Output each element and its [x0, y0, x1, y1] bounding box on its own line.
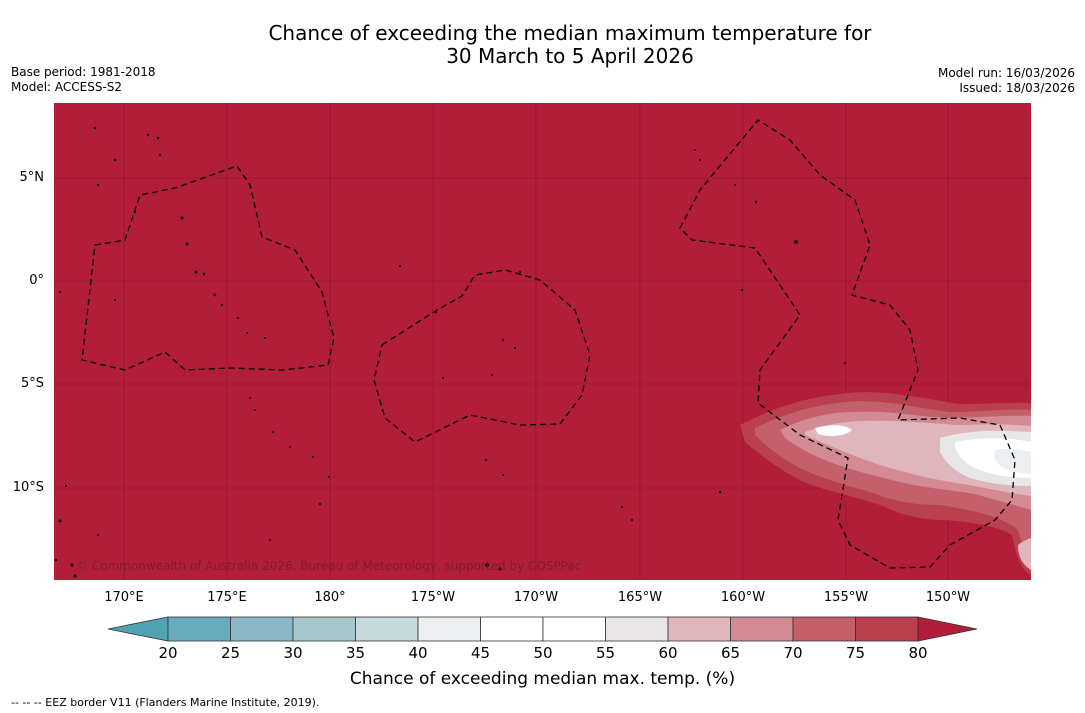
colorbar-bin-35-40 [355, 616, 419, 642]
map-title: Chance of exceeding the median maximum t… [0, 22, 1085, 68]
model-name: Model: ACCESS-S2 [11, 80, 123, 94]
colorbar-tick-30: 30 [283, 644, 303, 662]
lon-label-155w: 155°W [823, 590, 869, 605]
eez-legend: -- -- -- EEZ border V11 (Flanders Marine… [11, 696, 320, 709]
lon-label-160w: 160°W [720, 590, 766, 605]
colorbar-extend-low [107, 616, 169, 642]
colorbar-bin-50-55 [542, 616, 606, 642]
colorbar-tick-55: 55 [595, 644, 616, 662]
colorbar [107, 616, 978, 642]
model-run-date: Model run: 16/03/2026 [937, 66, 1075, 80]
colorbar-tick-35: 35 [345, 644, 366, 662]
contour-small-white [815, 425, 852, 437]
eez-kiribati-gilbert [81, 165, 335, 371]
probability-contours [740, 392, 1031, 575]
lon-label-165w: 165°W [617, 590, 663, 605]
title-line-2: 30 March to 5 April 2026 [446, 44, 694, 68]
colorbar-tick-65: 65 [720, 644, 741, 662]
colorbar-bin-40-45 [417, 616, 481, 642]
run-info: Model run: 16/03/2026 Issued: 18/03/2026 [938, 66, 1075, 96]
colorbar-bin-65-70 [730, 616, 794, 642]
colorbar-tick-75: 75 [845, 644, 866, 662]
colorbar-bin-25-30 [230, 616, 294, 642]
lat-label-0: 0° [29, 273, 44, 288]
colorbar-bin-55-60 [605, 616, 669, 642]
lat-label-5n: 5°N [19, 170, 45, 185]
colorbar-tick-50: 50 [533, 644, 553, 662]
eez-borders [81, 119, 1016, 569]
colorbar-tick-20: 20 [158, 644, 178, 662]
lon-label-170e: 170°E [104, 590, 144, 605]
colorbar-tick-25: 25 [220, 644, 241, 662]
model-info: Base period: 1981-2018 Model: ACCESS-S2 [11, 65, 156, 95]
issued-date: Issued: 18/03/2026 [959, 81, 1075, 95]
islands [54, 126, 846, 578]
lon-label-175w: 175°W [410, 590, 456, 605]
eez-kiribati-line [679, 119, 1016, 569]
lon-label-180: 180° [314, 590, 346, 605]
lon-label-175e: 175°E [207, 590, 247, 605]
copyright-notice: © Commonwealth of Australia 2026, Bureau… [76, 559, 582, 573]
colorbar-extend-high [917, 616, 978, 642]
lon-label-150w: 150°W [925, 590, 971, 605]
lat-label-5s: 5°S [20, 376, 44, 391]
lon-label-170w: 170°W [513, 590, 559, 605]
colorbar-bin-30-35 [292, 616, 356, 642]
contour-bottom-right [1018, 538, 1031, 570]
base-period: Base period: 1981-2018 [11, 65, 156, 79]
colorbar-tick-40: 40 [408, 644, 428, 662]
colorbar-tick-70: 70 [783, 644, 803, 662]
title-line-1: Chance of exceeding the median maximum t… [268, 21, 872, 45]
colorbar-bin-75-80 [855, 616, 919, 642]
colorbar-tick-80: 80 [908, 644, 928, 662]
map-background [54, 103, 1031, 580]
colorbar-bin-70-75 [792, 616, 856, 642]
colorbar-bin-20-25 [167, 616, 231, 642]
lat-label-10s: 10°S [12, 480, 44, 495]
colorbar-bin-45-50 [480, 616, 544, 642]
colorbar-tick-60: 60 [658, 644, 678, 662]
colorbar-label: Chance of exceeding median max. temp. (%… [349, 669, 736, 689]
colorbar-bin-60-65 [667, 616, 731, 642]
colorbar-tick-45: 45 [470, 644, 491, 662]
contour-45 [994, 448, 1031, 474]
